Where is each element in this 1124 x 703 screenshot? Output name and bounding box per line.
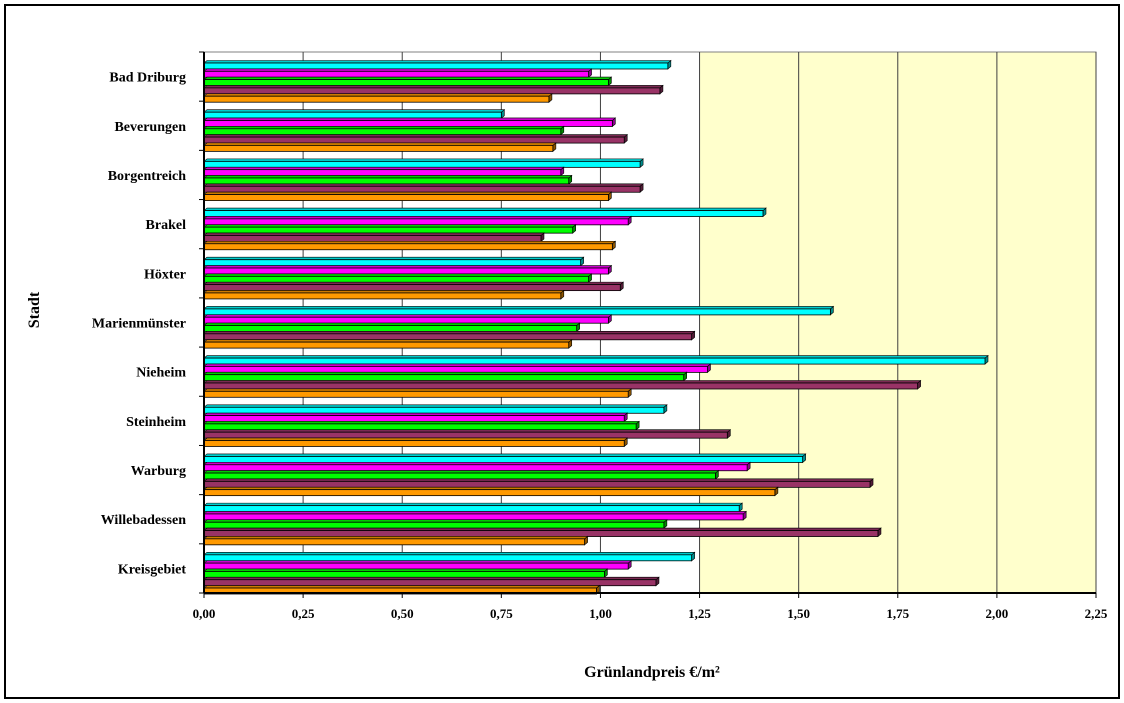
bar bbox=[203, 513, 744, 521]
bar bbox=[203, 571, 605, 578]
x-tick-label: 0,50 bbox=[391, 606, 414, 621]
x-tick-label: 1,00 bbox=[589, 606, 612, 621]
bar bbox=[203, 111, 502, 119]
x-tick-label: 0,75 bbox=[490, 606, 513, 621]
bar bbox=[203, 128, 562, 136]
category-label: Borgentreich bbox=[108, 169, 186, 184]
category-label: Warburg bbox=[131, 464, 186, 479]
bar bbox=[203, 275, 589, 283]
bar bbox=[203, 530, 879, 537]
category-label: Höxter bbox=[144, 267, 186, 282]
bar bbox=[203, 374, 685, 382]
bar bbox=[203, 480, 871, 488]
category-label: Marienmünster bbox=[92, 317, 186, 332]
x-tick-label: 2,00 bbox=[986, 606, 1009, 621]
x-tick-label: 2,25 bbox=[1085, 606, 1108, 621]
bar bbox=[203, 579, 657, 587]
bar bbox=[203, 95, 550, 103]
bar bbox=[203, 62, 669, 70]
category-labels: Bad Driburg Beverungen Borgentreich Brakel H… bbox=[92, 71, 186, 578]
bar bbox=[203, 325, 578, 332]
bar bbox=[203, 267, 609, 275]
bar bbox=[203, 144, 554, 152]
bar bbox=[203, 521, 665, 529]
bar bbox=[203, 308, 831, 316]
x-axis-title: Grünlandpreis €/m² bbox=[584, 664, 720, 681]
bar bbox=[203, 120, 613, 127]
bar bbox=[203, 243, 613, 251]
x-tick-label: 1,75 bbox=[886, 606, 909, 621]
bar bbox=[203, 87, 661, 95]
bar bbox=[203, 136, 625, 144]
bar bbox=[203, 284, 621, 292]
bar bbox=[203, 333, 693, 341]
category-label: Kreisgebiet bbox=[118, 562, 187, 577]
category-label: Beverungen bbox=[114, 120, 186, 135]
bar bbox=[203, 79, 609, 86]
bar bbox=[203, 194, 609, 201]
bar bbox=[203, 431, 728, 439]
category-label: Steinheim bbox=[126, 415, 186, 430]
bar bbox=[203, 382, 918, 390]
bar bbox=[203, 185, 641, 193]
bar bbox=[203, 489, 776, 497]
bar bbox=[203, 456, 804, 463]
bar bbox=[203, 70, 589, 78]
y-axis-title: Stadt bbox=[26, 291, 43, 328]
bar bbox=[203, 341, 570, 349]
category-label: Brakel bbox=[146, 218, 187, 233]
bar bbox=[203, 365, 708, 373]
bar bbox=[203, 357, 986, 365]
bar bbox=[203, 562, 629, 570]
bar bbox=[203, 160, 641, 168]
bar bbox=[203, 464, 748, 472]
bars bbox=[203, 59, 989, 595]
bar bbox=[203, 235, 542, 242]
bar bbox=[203, 316, 609, 324]
bar bbox=[203, 259, 582, 267]
bar bbox=[203, 440, 625, 447]
category-label: Nieheim bbox=[136, 366, 186, 381]
bar bbox=[203, 218, 629, 226]
bar bbox=[203, 505, 740, 513]
bar bbox=[203, 406, 665, 414]
bar bbox=[203, 390, 629, 398]
bar bbox=[203, 177, 570, 185]
x-tick-label: 1,50 bbox=[787, 606, 810, 621]
category-label: Bad Driburg bbox=[109, 71, 186, 86]
bar bbox=[203, 538, 585, 546]
category-label: Willebadessen bbox=[101, 513, 187, 528]
bar bbox=[203, 169, 562, 177]
bar bbox=[203, 472, 716, 480]
x-tick-label: 1,25 bbox=[688, 606, 711, 621]
axes bbox=[199, 51, 1096, 594]
bar bbox=[203, 226, 574, 234]
bar bbox=[203, 210, 764, 217]
bar bbox=[203, 415, 625, 422]
x-tick-label: 0,00 bbox=[193, 606, 216, 621]
x-tick-label: 0,25 bbox=[292, 606, 315, 621]
x-tick-labels: 0,00 0,25 0,50 0,75 1,00 1,25 1,50 1,75 2,00 2,25 bbox=[193, 606, 1108, 621]
bar bbox=[203, 292, 562, 300]
bar bbox=[203, 423, 637, 431]
bar bbox=[203, 554, 693, 562]
